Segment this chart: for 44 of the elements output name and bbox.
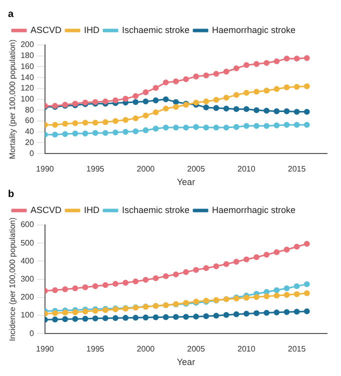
y-tick-label: 160 [20,62,34,71]
y-tick-label: 60 [25,116,34,126]
y-tick-label: 0 [29,328,34,338]
y-tick-label: 100 [20,94,34,104]
x-tick-label: 2010 [238,344,256,354]
legend-label: IHD [84,204,100,215]
y-tick-label: 140 [20,72,34,82]
x-tick-label: 2000 [136,344,156,354]
x-tick-label: 1990 [36,344,54,354]
y-axis-title: Mortality (per 100,000 population) [8,39,18,160]
chart-title: b [8,188,14,200]
y-tick-label: 100 [20,310,34,320]
y-tick-label: 20 [25,138,34,147]
x-tick-label: 2005 [187,344,206,354]
x-tick-label: 2005 [187,164,206,174]
legend-label: Ischaemic stroke [122,204,190,215]
legend-label: ASCVD [30,24,62,35]
legend-label: Haemorrhagic stroke [212,204,296,215]
legend-label: Haemorrhagic stroke [212,24,296,35]
legend-label: Ischaemic stroke [122,24,190,35]
y-tick-label: 300 [20,274,34,284]
y-tick-label: 400 [20,256,34,266]
x-tick-label: 1995 [86,164,105,174]
x-tick-label: 2010 [238,164,256,174]
y-tick-label: 200 [20,40,34,50]
x-tick-label: 1990 [36,164,54,174]
y-tick-label: 80 [25,105,34,114]
chart-title: a [8,8,14,20]
x-tick-label: 1995 [86,344,105,354]
legend-label: IHD [84,24,100,35]
x-axis-title: Year [176,177,196,188]
y-tick-label: 600 [20,220,34,230]
y-tick-label: 180 [20,51,34,60]
y-tick-label: 120 [20,84,34,93]
x-tick-label: 2015 [288,344,306,354]
y-tick-label: 200 [20,292,34,302]
y-axis-title: Incidence (per 100,000 population) [8,217,18,342]
x-axis-title: Year [176,357,196,368]
legend-label: ASCVD [30,204,62,215]
y-tick-label: 40 [25,127,34,136]
x-tick-label: 2015 [288,164,306,174]
y-tick-label: 0 [29,148,34,158]
x-tick-label: 2000 [136,164,156,174]
y-tick-label: 500 [20,238,34,248]
